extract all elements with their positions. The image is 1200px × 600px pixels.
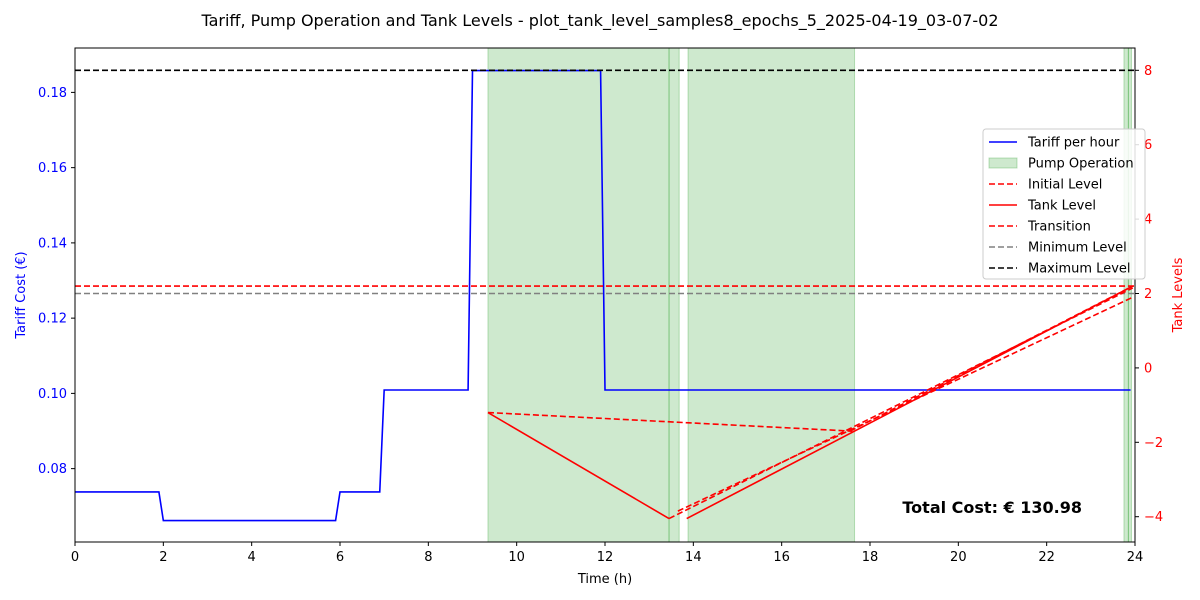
pump-operation-span <box>668 47 680 543</box>
x-tick-label: 4 <box>248 550 256 565</box>
y-right-tick-label: 2 <box>1144 287 1152 302</box>
x-tick-label: 24 <box>1127 550 1144 565</box>
y-left-tick-label: 0.18 <box>38 86 67 101</box>
x-tick-label: 14 <box>685 550 702 565</box>
x-tick-label: 8 <box>424 550 432 565</box>
legend-label: Tariff per hour <box>1027 136 1120 151</box>
transition-line <box>668 287 1134 520</box>
y-right-tick-label: −4 <box>1144 510 1163 525</box>
total-cost-annotation: Total Cost: € 130.98 <box>902 498 1082 517</box>
tariff-line <box>75 69 1131 522</box>
pump-operation-span <box>687 47 856 543</box>
y-left-tick-label: 0.12 <box>38 312 67 327</box>
pump-operation-span <box>1127 47 1132 543</box>
y-left-tick-label: 0.14 <box>38 236 67 251</box>
x-axis-label: Time (h) <box>577 572 632 587</box>
pump-operation-span <box>1123 47 1129 543</box>
legend-label: Maximum Level <box>1028 262 1131 277</box>
chart-title: Tariff, Pump Operation and Tank Levels -… <box>200 11 998 31</box>
legend-label: Pump Operation <box>1028 157 1134 172</box>
legend-label: Minimum Level <box>1028 241 1127 256</box>
y-left-tick-label: 0.08 <box>38 462 67 477</box>
y-left-tick-label: 0.16 <box>38 161 67 176</box>
x-tick-label: 10 <box>508 550 525 565</box>
y-axis-left-label: Tariff Cost (€) <box>14 251 29 339</box>
x-tick-label: 2 <box>159 550 167 565</box>
pump-operation-span <box>487 47 670 543</box>
legend: Tariff per hour Pump Operation Initial Lev… <box>982 128 1146 280</box>
x-tick-label: 6 <box>336 550 344 565</box>
y-axis-right-label: Tank Levels <box>1171 257 1186 333</box>
y-right-tick-label: 6 <box>1144 138 1152 153</box>
transition-line <box>677 296 1134 512</box>
tank-level-line <box>487 411 670 520</box>
y-right-tick-label: −2 <box>1144 436 1163 451</box>
legend-label: Initial Level <box>1028 178 1102 193</box>
y-right-tick-label: 0 <box>1144 361 1152 376</box>
y-right-tick-label: 4 <box>1144 213 1152 228</box>
transition-line <box>487 411 853 432</box>
legend-label: Transition <box>1027 220 1091 235</box>
y-left-tick-label: 0.10 <box>38 387 67 402</box>
y-right-tick-label: 8 <box>1144 64 1152 79</box>
legend-label: Tank Level <box>1027 199 1096 214</box>
transition-line <box>849 285 1134 432</box>
legend-swatch <box>988 157 1018 169</box>
x-tick-label: 20 <box>950 550 967 565</box>
x-tick-label: 12 <box>597 550 614 565</box>
legend-box <box>982 128 1146 280</box>
axes: 0 2 4 6 8 10 12 14 16 18 20 22 240.080.100.120.140.1… <box>38 47 1163 565</box>
x-tick-label: 16 <box>773 550 790 565</box>
x-tick-label: 22 <box>1038 550 1055 565</box>
x-tick-label: 0 <box>71 550 79 565</box>
plot-area <box>75 47 1135 543</box>
x-tick-label: 18 <box>862 550 879 565</box>
